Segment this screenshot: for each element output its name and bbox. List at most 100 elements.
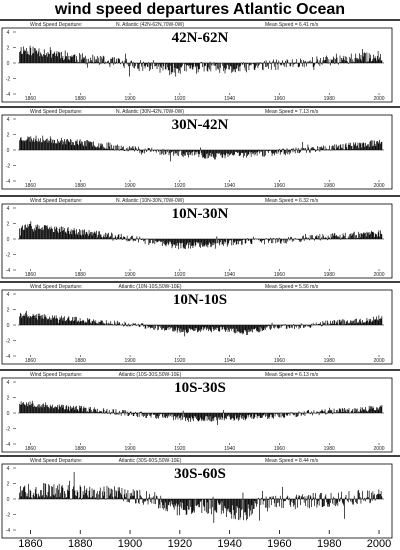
bar (234, 63, 236, 70)
bar (146, 325, 148, 327)
bar (312, 413, 313, 416)
bar (90, 497, 91, 499)
bar (72, 56, 73, 63)
bar (37, 138, 39, 150)
bar (343, 235, 345, 239)
bar (162, 499, 164, 505)
bar (300, 58, 301, 63)
bar (52, 318, 54, 325)
bar (164, 150, 166, 155)
bar (338, 63, 339, 65)
bar (194, 413, 195, 417)
bar (39, 56, 41, 63)
bar (83, 146, 85, 150)
bar (303, 148, 305, 150)
bar (269, 60, 271, 63)
bar (358, 411, 360, 413)
bar (118, 413, 120, 416)
bar (49, 136, 51, 150)
bar (287, 239, 289, 242)
bar (272, 325, 274, 326)
bar (250, 150, 252, 157)
bar (183, 239, 185, 249)
bar (273, 59, 274, 63)
bar (214, 499, 215, 511)
bar (176, 150, 178, 156)
bar (43, 483, 44, 499)
bar (360, 407, 362, 413)
bar (145, 413, 147, 418)
bar (329, 407, 330, 413)
bar (104, 323, 106, 325)
bar (326, 239, 328, 241)
bar (220, 150, 221, 156)
bar (112, 148, 114, 150)
bar (231, 325, 233, 331)
bar (157, 325, 159, 331)
bar (137, 413, 138, 418)
bar (83, 57, 85, 63)
bar (182, 150, 183, 157)
bar (374, 319, 376, 325)
bar (325, 320, 327, 325)
bar (57, 56, 59, 63)
bar (71, 234, 73, 239)
bar (220, 63, 221, 68)
bar (241, 62, 242, 63)
bar (204, 499, 206, 511)
bar (362, 233, 364, 239)
bar (52, 143, 54, 150)
panel-frame (1, 463, 393, 539)
bar (246, 63, 248, 73)
bar (208, 325, 210, 329)
bar (375, 234, 377, 239)
bar (183, 413, 185, 418)
bar (73, 321, 74, 325)
bar (288, 150, 289, 153)
bar (243, 150, 245, 158)
bar (251, 239, 253, 244)
bar (362, 234, 363, 239)
bar (334, 63, 336, 65)
bar (43, 497, 45, 499)
bar (133, 146, 135, 150)
bar (184, 499, 186, 510)
bottom-x-tick-label: 2000 (367, 538, 391, 550)
bar (259, 413, 260, 416)
bar (186, 325, 188, 334)
bar (270, 325, 271, 330)
bar (117, 144, 118, 150)
panel-header-mean: Mean Speed = 6.32 m/s (265, 198, 319, 204)
bar (80, 487, 82, 499)
bar (353, 145, 355, 150)
bar (291, 239, 293, 242)
panel-header-region: Atlantic (10N-10S,50W-10E) (119, 284, 182, 290)
bar (156, 496, 158, 499)
bar (198, 63, 200, 70)
bar (355, 53, 357, 63)
bar (202, 150, 204, 158)
bar (66, 56, 67, 63)
bar (254, 63, 256, 71)
bar (149, 325, 150, 328)
bar (256, 150, 257, 153)
bar (179, 63, 181, 74)
bar (138, 63, 139, 69)
bar (51, 319, 53, 325)
bar (108, 60, 109, 63)
bar (117, 497, 118, 499)
bar (261, 413, 262, 418)
bar (151, 239, 153, 241)
bar (71, 320, 73, 325)
bar (293, 499, 295, 507)
bar (328, 59, 330, 63)
bar (87, 235, 89, 239)
bar (294, 237, 296, 239)
bar (214, 239, 216, 249)
bar (291, 499, 292, 502)
bar (214, 150, 215, 160)
bar (93, 490, 94, 499)
panel-1: Wind Speed Departure: N. Atlantic (42N-62… (0, 19, 400, 103)
bar (161, 63, 163, 65)
bar (337, 146, 339, 150)
